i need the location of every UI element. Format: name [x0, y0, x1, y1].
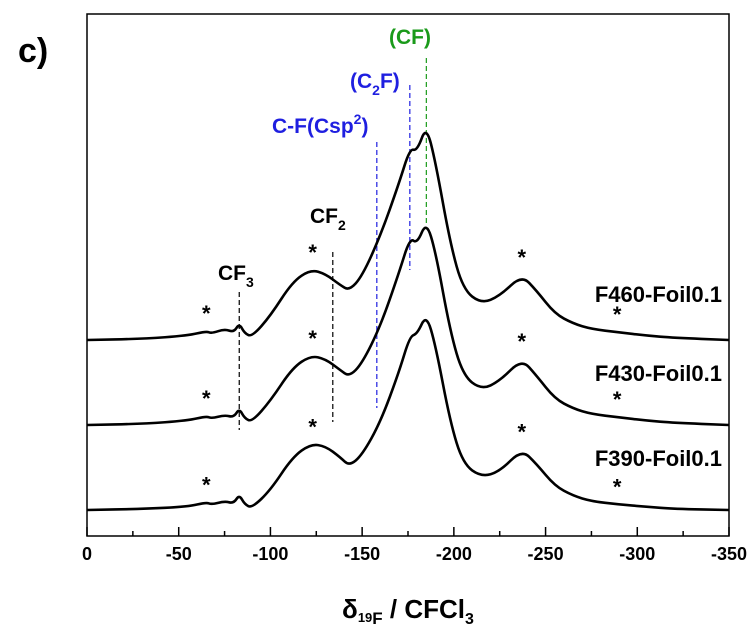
- series-labels: F390-Foil0.1 F430-Foil0.1 F460-Foil0.1: [595, 282, 722, 471]
- peak-star: *: [517, 329, 526, 354]
- peak-annotation: (CF): [389, 26, 431, 49]
- series-label: F460-Foil0.1: [595, 282, 722, 307]
- peak-star: *: [613, 302, 622, 327]
- peak-star: *: [308, 414, 317, 439]
- x-axis-label: δ19F / CFCl3: [342, 594, 474, 626]
- peak-star: *: [613, 387, 622, 412]
- peak-annotation: (C2F): [350, 70, 400, 98]
- peak-star: *: [613, 474, 622, 499]
- x-axis-ticks: [86, 527, 730, 536]
- peak-star: *: [202, 301, 211, 326]
- peak-annotation: CF2: [310, 205, 346, 233]
- x-tick-label: -50: [166, 544, 192, 564]
- series-label: F390-Foil0.1: [595, 446, 722, 471]
- x-tick-label: -250: [528, 544, 564, 564]
- reference-lines: [238, 58, 427, 430]
- series-line: [86, 318, 730, 512]
- peak-annotation: C-F(Csp2): [272, 111, 368, 138]
- peak-annotations: CF3 CF2 C-F(Csp2) (C2F) (CF): [218, 26, 431, 290]
- x-tick-label: 0: [82, 544, 92, 564]
- peak-star: *: [517, 420, 526, 445]
- x-tick-label: -300: [619, 544, 655, 564]
- x-tick-label: -350: [711, 544, 747, 564]
- peak-star: *: [202, 472, 211, 497]
- series-label: F430-Foil0.1: [595, 361, 722, 386]
- peak-annotation: CF3: [218, 262, 254, 290]
- peak-markers: * * * * * * * * * * * *: [202, 240, 622, 499]
- peak-star: *: [308, 240, 317, 265]
- x-tick-label: -150: [344, 544, 380, 564]
- series-line: [86, 226, 730, 427]
- x-axis-tick-labels: 0 -50 -100 -150 -200 -250 -300 -350: [82, 544, 747, 564]
- x-tick-label: -200: [436, 544, 472, 564]
- panel-label: c): [18, 32, 48, 70]
- series-lines: [86, 131, 730, 512]
- x-tick-label: -100: [252, 544, 288, 564]
- peak-star: *: [517, 245, 526, 270]
- peak-star: *: [202, 386, 211, 411]
- peak-star: *: [308, 326, 317, 351]
- series-line: [86, 131, 730, 342]
